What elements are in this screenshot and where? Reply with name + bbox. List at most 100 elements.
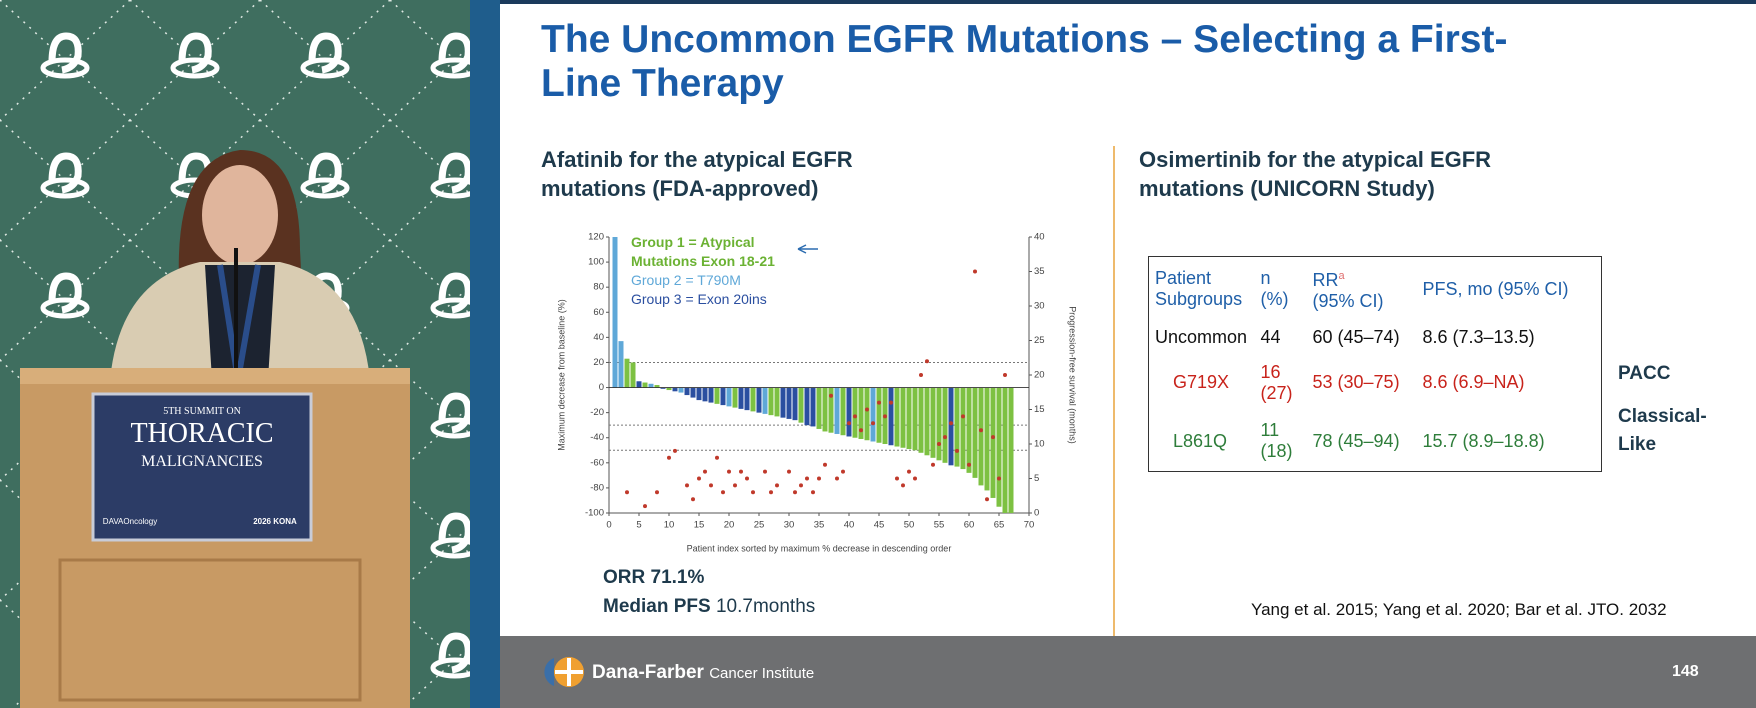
pfs-point: [745, 476, 749, 481]
pfs-point: [751, 490, 755, 495]
bar: [810, 387, 816, 427]
bar: [696, 387, 702, 401]
pfs-point: [811, 490, 815, 495]
pfs-point: [691, 497, 695, 502]
y2-tick-label: 40: [1034, 232, 1045, 243]
bar: [822, 387, 828, 432]
side-label: PACC: [1618, 363, 1671, 384]
x-tick-label: 0: [606, 520, 611, 531]
header-cell: Patient Subgroups: [1155, 268, 1243, 310]
pfs-point: [871, 421, 875, 426]
bar: [954, 387, 960, 467]
bar: [924, 387, 930, 456]
pfs-point: [919, 373, 923, 377]
bar: [660, 387, 666, 389]
table-row: L861Q 11 (18) 78 (45–94) 15.7 (8.9–18.8): [1149, 412, 1602, 472]
y2-tick-label: 20: [1034, 370, 1045, 381]
legend-entry: Group 1 = Atypical Mutations Exon 18-21: [631, 234, 775, 269]
right-heading: Osimertinib for the atypical EGFR mutati…: [1139, 147, 1492, 201]
cell: 44: [1260, 326, 1281, 347]
bar: [684, 387, 690, 396]
bar: [624, 358, 630, 388]
y-tick-label: 80: [593, 282, 604, 293]
bar: [690, 387, 696, 398]
header-cell: RRa (95% CI): [1307, 257, 1417, 322]
y2-tick-label: 25: [1034, 335, 1045, 346]
y-tick-label: 0: [599, 382, 604, 393]
pfs-point: [625, 490, 629, 495]
bar: [618, 341, 624, 388]
chart: -100-80-60-40-20020406080100120051015202…: [556, 232, 1077, 554]
pfs-point: [991, 435, 995, 440]
legend-entry: Group 3 = Exon 20ins: [631, 291, 767, 307]
x-tick-label: 15: [694, 520, 705, 531]
x-tick-label: 45: [874, 520, 885, 531]
pfs-point: [817, 476, 821, 481]
bar: [816, 387, 822, 429]
pfs-point: [925, 359, 929, 364]
table-header: Patient Subgroups n (%) RRa (95% CI) PFS,…: [1149, 257, 1602, 322]
pfs-point: [853, 414, 857, 419]
bar: [876, 387, 882, 443]
pfs-point: [997, 476, 1001, 481]
slide-title: The Uncommon EGFR Mutations – Selecting …: [541, 18, 1508, 105]
bar: [726, 387, 732, 407]
sign-logo: DAVAOncology: [103, 517, 157, 526]
pfs-point: [667, 455, 671, 460]
bar: [984, 387, 990, 491]
cell: 53 (30–75): [1312, 372, 1400, 393]
pfs-point: [943, 435, 947, 440]
cell: Uncommon: [1155, 326, 1248, 347]
bar: [648, 383, 654, 388]
bar: [912, 387, 918, 451]
pfs-point: [937, 442, 941, 446]
pfs-point: [889, 400, 893, 405]
rr-ci: (95% CI): [1312, 291, 1384, 312]
pfs-point: [805, 476, 809, 481]
cell: 8.6 (7.3–13.5): [1422, 326, 1535, 347]
legend-entry: Group 2 = T790M: [631, 272, 741, 288]
bar: [744, 387, 750, 411]
divider: [470, 0, 500, 708]
y2-tick-label: 30: [1034, 301, 1045, 312]
bar: [774, 387, 780, 417]
pfs-point: [961, 414, 965, 419]
pfs-point: [703, 469, 707, 474]
x-tick-label: 60: [964, 520, 975, 531]
pfs-point: [913, 476, 917, 481]
bar: [1008, 387, 1014, 513]
table-row: Uncommon 44 60 (45–74) 8.6 (7.3–13.5): [1149, 321, 1602, 353]
pfs-point: [709, 483, 713, 488]
bar: [840, 387, 846, 436]
y-tick-label: -100: [585, 508, 604, 519]
x-tick-label: 55: [934, 520, 945, 531]
bar: [930, 387, 936, 458]
sign-text: THORACIC: [130, 418, 273, 449]
citation: Yang et al. 2015; Yang et al. 2020; Bar …: [1251, 600, 1667, 619]
y2-tick-label: 0: [1034, 508, 1039, 519]
bar: [702, 387, 708, 402]
pfs-point: [685, 483, 689, 488]
pfs-point: [739, 469, 743, 474]
y-tick-label: 20: [593, 357, 604, 368]
x-tick-label: 35: [814, 520, 825, 531]
cell: 78 (45–94): [1312, 430, 1400, 451]
bar: [948, 387, 954, 466]
side-label: Classical-Like: [1618, 406, 1707, 455]
x-tick-label: 50: [904, 520, 915, 531]
y-axis-title: Maximum decrease from baseline (%): [556, 299, 566, 451]
x-tick-label: 25: [754, 520, 765, 531]
pfs-point: [715, 455, 719, 460]
pfs-point: [775, 483, 779, 488]
results-table: Patient Subgroups n (%) RRa (95% CI) PFS,…: [1148, 256, 1602, 472]
bar: [642, 382, 648, 388]
y-tick-label: -80: [590, 482, 604, 493]
legend-arrow: [797, 244, 818, 254]
pfs-point: [973, 269, 977, 274]
bar: [828, 387, 834, 433]
y-tick-label: -20: [590, 407, 604, 418]
pfs-point: [769, 490, 773, 495]
pfs-point: [799, 483, 803, 488]
bar: [918, 387, 924, 453]
cell: G719X: [1173, 372, 1230, 393]
